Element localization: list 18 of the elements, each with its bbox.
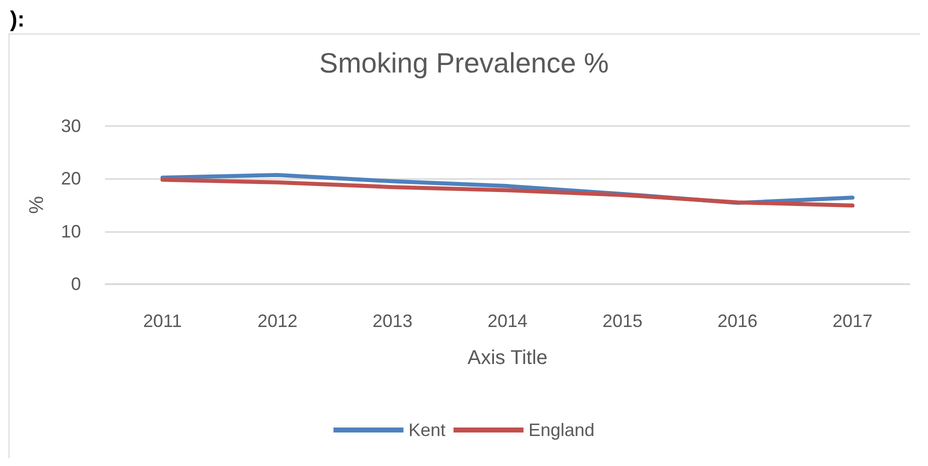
x-tick-label: 2017 (832, 311, 873, 331)
x-tick-label: 2016 (717, 311, 758, 331)
text: ): (10, 6, 25, 32)
chart-title: Smoking Prevalence % (319, 48, 609, 78)
y-tick-label: 20 (60, 168, 81, 189)
legend-label: Kent (408, 420, 446, 440)
line-series (160, 178, 854, 208)
y-axis-title: % (26, 196, 48, 214)
y-tick-label: 0 (70, 274, 81, 294)
y-tick-label: 30 (60, 116, 81, 136)
x-tick-label: 2013 (372, 311, 413, 331)
legend-label: England (528, 420, 595, 440)
x-axis-title: Axis Title (467, 347, 548, 369)
x-tick-label: 2014 (487, 311, 528, 331)
y-tick-label: 10 (60, 221, 81, 242)
x-tick-label: 2012 (257, 311, 298, 331)
x-tick-label: 2015 (602, 311, 643, 331)
x-tick-label: 2011 (143, 311, 182, 331)
